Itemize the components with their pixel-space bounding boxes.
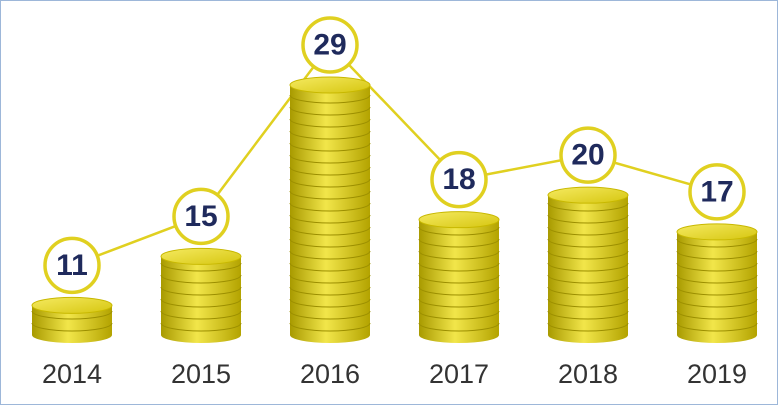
data-label: 15 (184, 200, 217, 233)
coin-edge (289, 274, 371, 284)
coin-stack (289, 76, 371, 343)
coin-edge (418, 286, 500, 296)
coin-edge (676, 274, 758, 284)
value-badge (301, 16, 359, 74)
stack-body (677, 231, 757, 343)
coin-edge (676, 310, 758, 320)
coin-edge (289, 202, 371, 212)
coin-edge (676, 250, 758, 260)
coin-edge (676, 238, 758, 248)
coin-stack (547, 186, 629, 343)
coin-edge (289, 238, 371, 248)
coin-edge (289, 286, 371, 296)
value-badge (559, 126, 617, 184)
stack-top (160, 247, 242, 265)
coin-edge (418, 322, 500, 332)
coin-edge (676, 322, 758, 332)
coin-stack (160, 247, 242, 343)
coin-edge (160, 262, 242, 272)
coin-edge (160, 298, 242, 308)
coin-edge (547, 202, 629, 212)
value-badge (172, 187, 230, 246)
coin-edge (676, 262, 758, 272)
coin-edge (418, 226, 500, 236)
stack-top (289, 76, 371, 94)
coin-edge (418, 262, 500, 272)
coin-edge (31, 322, 113, 332)
coin-edge (289, 322, 371, 332)
coin-edge (547, 262, 629, 272)
coin-edge (547, 286, 629, 296)
stack-body (32, 305, 112, 343)
coin-edge (418, 298, 500, 308)
coin-edge (289, 262, 371, 272)
x-tick-label: 2017 (429, 359, 489, 389)
coin-edge (289, 106, 371, 116)
coin-edge (289, 178, 371, 188)
coin-stack (676, 223, 758, 343)
x-tick-label: 2018 (558, 359, 618, 389)
coin-edge (676, 286, 758, 296)
coin-edge (418, 250, 500, 260)
stack-top (676, 223, 758, 241)
coin-edge (547, 310, 629, 320)
coin-edge (418, 310, 500, 320)
coin-edge (289, 298, 371, 308)
x-tick-label: 2016 (300, 359, 360, 389)
x-tick-label: 2019 (687, 359, 747, 389)
data-label: 20 (571, 139, 604, 172)
coin-edge (418, 274, 500, 284)
coin-stack (31, 296, 113, 343)
stack-top (418, 211, 500, 229)
coin-edge (418, 238, 500, 248)
stack-top (31, 296, 113, 314)
coin-edge (31, 310, 113, 320)
coin-edge (289, 226, 371, 236)
coin-edge (547, 274, 629, 284)
coin-edge (547, 226, 629, 236)
x-tick-label: 2015 (171, 359, 231, 389)
coin-edge (547, 250, 629, 260)
coin-edge (289, 166, 371, 176)
stack-body (161, 256, 241, 343)
coin-edge (289, 130, 371, 140)
data-label: 11 (56, 249, 88, 282)
coin-edge (160, 322, 242, 332)
stack-body (419, 219, 499, 343)
coin-edge (160, 310, 242, 320)
coin-edge (160, 286, 242, 296)
coin-edge (289, 154, 371, 164)
value-badge (688, 163, 746, 221)
data-label: 17 (700, 175, 733, 208)
data-label: 29 (313, 29, 346, 62)
data-label: 18 (442, 163, 475, 196)
coin-stack (418, 211, 500, 343)
coin-edge (160, 274, 242, 284)
coin-edge (289, 118, 371, 128)
coin-edge (547, 298, 629, 308)
coin-edge (547, 214, 629, 224)
coin-edge (289, 214, 371, 224)
coin-edge (289, 250, 371, 260)
value-badge (430, 150, 488, 209)
value-badge (43, 236, 101, 295)
coin-edge (289, 142, 371, 152)
coin-edge (289, 94, 371, 104)
x-tick-label: 2014 (42, 359, 102, 389)
coin-edge (547, 322, 629, 332)
stack-top (547, 186, 629, 204)
coin-edge (289, 310, 371, 320)
coin-edge (547, 238, 629, 248)
coin-edge (289, 190, 371, 200)
coin-edge (676, 298, 758, 308)
